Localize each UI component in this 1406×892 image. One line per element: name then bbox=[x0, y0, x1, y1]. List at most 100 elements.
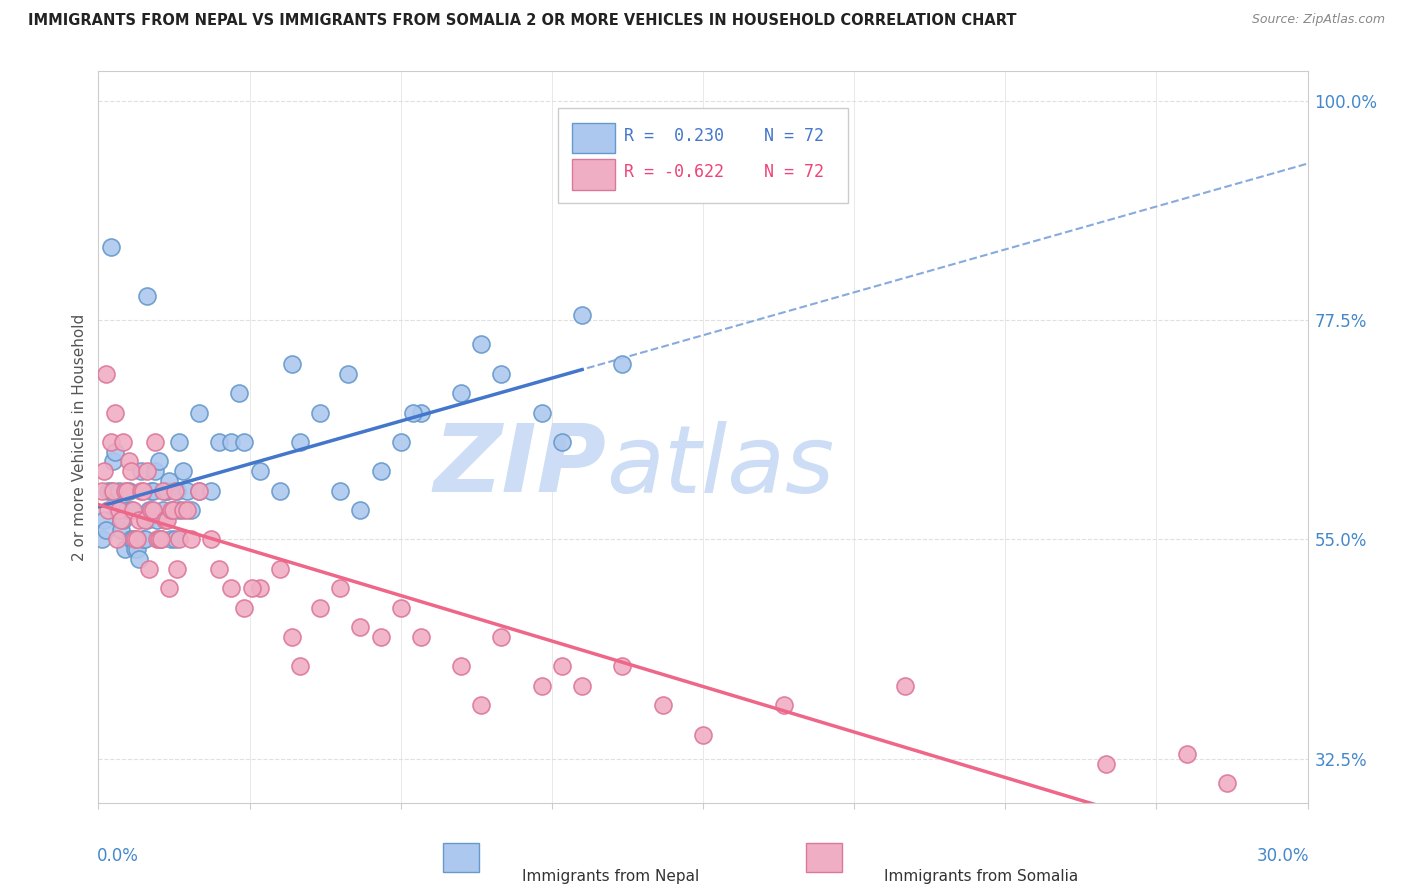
Point bbox=[157, 581, 180, 595]
Point bbox=[249, 581, 271, 595]
Point bbox=[188, 483, 211, 498]
Text: R =  0.230    N = 72: R = 0.230 N = 72 bbox=[624, 127, 824, 145]
Point bbox=[772, 698, 794, 713]
Point bbox=[349, 503, 371, 517]
Point bbox=[612, 357, 634, 371]
Point bbox=[132, 483, 155, 498]
Point bbox=[111, 513, 134, 527]
Point bbox=[221, 434, 243, 449]
Point bbox=[409, 406, 432, 420]
Point bbox=[309, 406, 332, 420]
Point bbox=[530, 406, 553, 420]
Point bbox=[163, 533, 186, 547]
Text: Immigrants from Nepal: Immigrants from Nepal bbox=[522, 869, 699, 884]
Point bbox=[551, 434, 574, 449]
FancyBboxPatch shape bbox=[572, 159, 614, 190]
Point bbox=[129, 464, 152, 478]
Point bbox=[135, 513, 157, 527]
Point bbox=[96, 523, 118, 537]
Point bbox=[166, 562, 188, 576]
Point bbox=[530, 679, 553, 693]
Point bbox=[125, 533, 148, 547]
Point bbox=[100, 240, 122, 254]
Point bbox=[167, 434, 190, 449]
Point bbox=[134, 533, 156, 547]
Point bbox=[160, 503, 183, 517]
Point bbox=[228, 386, 250, 401]
Point bbox=[893, 679, 915, 693]
Point bbox=[148, 454, 170, 468]
Point bbox=[491, 367, 513, 381]
Point bbox=[103, 444, 125, 458]
Point bbox=[288, 659, 311, 673]
Point bbox=[188, 406, 211, 420]
Point bbox=[160, 533, 183, 547]
Point bbox=[172, 503, 194, 517]
Point bbox=[172, 464, 194, 478]
Point bbox=[180, 503, 202, 517]
Point bbox=[692, 727, 714, 741]
Point bbox=[148, 533, 170, 547]
Point bbox=[249, 464, 271, 478]
Point bbox=[114, 542, 136, 557]
Point bbox=[100, 483, 122, 498]
Point bbox=[221, 581, 243, 595]
Point bbox=[571, 679, 593, 693]
FancyBboxPatch shape bbox=[558, 108, 848, 203]
Point bbox=[125, 542, 148, 557]
Point bbox=[370, 464, 392, 478]
Text: Immigrants from Somalia: Immigrants from Somalia bbox=[884, 869, 1078, 884]
Point bbox=[389, 434, 412, 449]
Point bbox=[208, 434, 231, 449]
Text: atlas: atlas bbox=[606, 421, 835, 512]
Point bbox=[120, 503, 142, 517]
Point bbox=[470, 698, 492, 713]
Point bbox=[337, 367, 360, 381]
Point bbox=[121, 533, 143, 547]
Point bbox=[571, 308, 593, 322]
Point bbox=[121, 503, 143, 517]
Point bbox=[100, 434, 122, 449]
Point bbox=[1216, 776, 1239, 790]
Point bbox=[120, 533, 142, 547]
Point bbox=[329, 581, 352, 595]
Point bbox=[162, 503, 184, 517]
Point bbox=[118, 454, 141, 468]
Point bbox=[91, 533, 114, 547]
Point bbox=[651, 698, 673, 713]
Point bbox=[142, 503, 165, 517]
Point bbox=[309, 600, 332, 615]
FancyBboxPatch shape bbox=[806, 843, 842, 872]
Point bbox=[153, 483, 176, 498]
Text: Source: ZipAtlas.com: Source: ZipAtlas.com bbox=[1251, 13, 1385, 27]
Point bbox=[200, 533, 222, 547]
Point bbox=[149, 533, 172, 547]
Point bbox=[470, 337, 492, 351]
Text: 0.0%: 0.0% bbox=[97, 847, 139, 864]
Point bbox=[110, 523, 132, 537]
Point bbox=[389, 600, 412, 615]
Point bbox=[101, 483, 124, 498]
Point bbox=[105, 533, 128, 547]
Point bbox=[208, 562, 231, 576]
FancyBboxPatch shape bbox=[443, 843, 479, 872]
Point bbox=[232, 600, 254, 615]
Point bbox=[156, 483, 179, 498]
Point bbox=[240, 581, 263, 595]
Point bbox=[176, 483, 198, 498]
Point bbox=[156, 513, 179, 527]
Point bbox=[105, 503, 128, 517]
Point bbox=[93, 513, 115, 527]
Point bbox=[115, 483, 138, 498]
Point bbox=[281, 357, 304, 371]
Point bbox=[349, 620, 371, 634]
Point bbox=[139, 483, 162, 498]
Point bbox=[180, 533, 202, 547]
Point bbox=[612, 659, 634, 673]
Point bbox=[1095, 756, 1118, 771]
Point bbox=[167, 533, 190, 547]
Text: ZIP: ZIP bbox=[433, 420, 606, 512]
Point bbox=[142, 483, 165, 498]
Point bbox=[163, 483, 186, 498]
Point bbox=[120, 464, 142, 478]
